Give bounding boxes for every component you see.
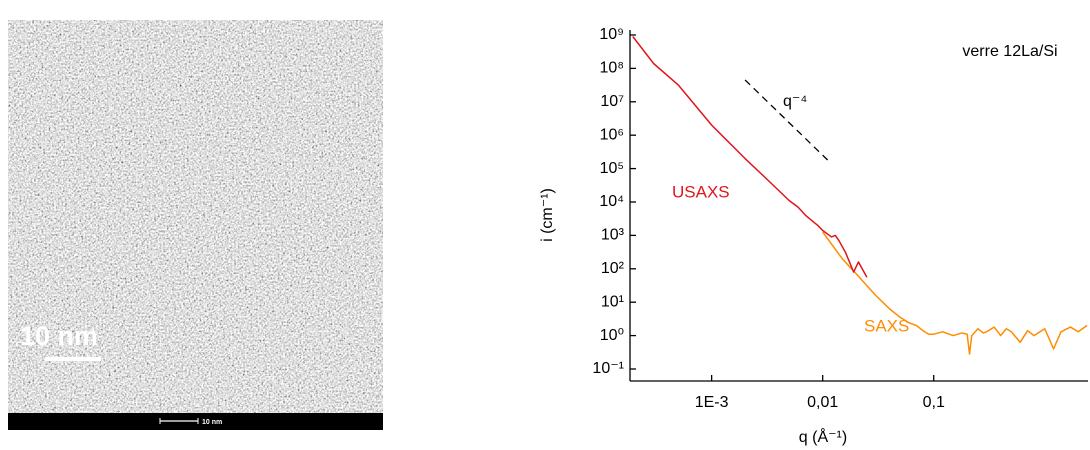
x-tick-label: 1E-3 bbox=[695, 394, 729, 411]
series-label: SAXS bbox=[864, 316, 909, 335]
y-tick-label: 10⁶ bbox=[600, 126, 624, 143]
footer-scale-label: 10 nm bbox=[202, 419, 222, 426]
y-tick-label: 10⁸ bbox=[599, 60, 624, 77]
guide-label: q⁻⁴ bbox=[783, 93, 807, 110]
y-tick-label: 10⁴ bbox=[599, 193, 624, 210]
series-label: USAXS bbox=[672, 182, 730, 201]
y-tick-label: 10¹ bbox=[601, 293, 624, 310]
guide-line bbox=[744, 79, 830, 163]
y-tick-label: 10⁷ bbox=[600, 93, 624, 110]
x-axis-title: q (Å⁻¹) bbox=[799, 427, 847, 446]
y-axis-title: i (cm⁻¹) bbox=[539, 188, 556, 242]
y-tick-label: 10² bbox=[601, 260, 625, 277]
series-line bbox=[822, 231, 1088, 355]
y-tick-label: 10⁹ bbox=[599, 26, 624, 43]
y-tick-label: 10³ bbox=[601, 227, 625, 244]
scale-label: 10 nm bbox=[20, 321, 98, 351]
scale-bar bbox=[45, 357, 101, 361]
y-tick-label: 10⁵ bbox=[600, 160, 624, 177]
tem-image: 10 nm 10 nm bbox=[8, 20, 383, 430]
note: verre 12La/Si bbox=[962, 43, 1057, 60]
series-line bbox=[632, 36, 868, 278]
y-tick-label: 10⁻¹ bbox=[592, 360, 624, 377]
x-tick-label: 0,01 bbox=[807, 394, 838, 411]
tem-texture bbox=[8, 20, 383, 413]
x-tick-label: 0,1 bbox=[923, 394, 945, 411]
y-tick-label: 10⁰ bbox=[600, 327, 624, 344]
